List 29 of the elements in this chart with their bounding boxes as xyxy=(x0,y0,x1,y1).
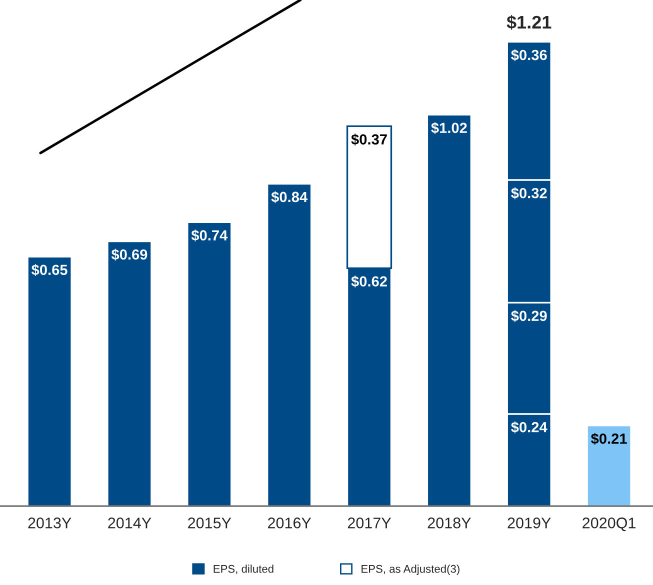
data-label: $0.29 xyxy=(511,310,547,322)
bar xyxy=(426,114,472,506)
data-label: $0.36 xyxy=(511,49,547,62)
data-label: $1.02 xyxy=(431,122,467,134)
x-tick-label: 2014Y xyxy=(108,518,152,528)
x-tick-label: 2019Y xyxy=(508,518,551,528)
bar xyxy=(106,240,152,506)
legend-label: EPS, as Adjusted(3) xyxy=(362,564,460,575)
data-label: $0.37 xyxy=(351,134,387,146)
data-label: $0.62 xyxy=(351,276,387,288)
data-label: $0.24 xyxy=(511,421,548,434)
bar xyxy=(26,256,72,506)
data-label: $0.21 xyxy=(590,432,627,445)
total-label: $1.21 xyxy=(506,15,552,30)
x-tick-label: 2020Q1 xyxy=(582,518,636,532)
bar xyxy=(586,424,632,506)
x-tick-label: 2017Y xyxy=(348,518,392,528)
x-tick-label: 2016Y xyxy=(268,518,312,528)
x-tick-label: 2015Y xyxy=(188,518,232,528)
bar xyxy=(186,221,232,506)
data-label: $0.84 xyxy=(271,191,308,204)
data-label: $0.69 xyxy=(111,248,148,261)
data-label: $0.65 xyxy=(32,264,68,276)
data-label: $0.32 xyxy=(511,187,547,200)
x-tick-label: 2013Y xyxy=(28,518,72,528)
data-label: $0.74 xyxy=(191,230,228,242)
bar xyxy=(266,182,312,506)
x-tick-label: 2018Y xyxy=(428,518,471,528)
legend-label: EPS, diluted xyxy=(214,564,274,574)
